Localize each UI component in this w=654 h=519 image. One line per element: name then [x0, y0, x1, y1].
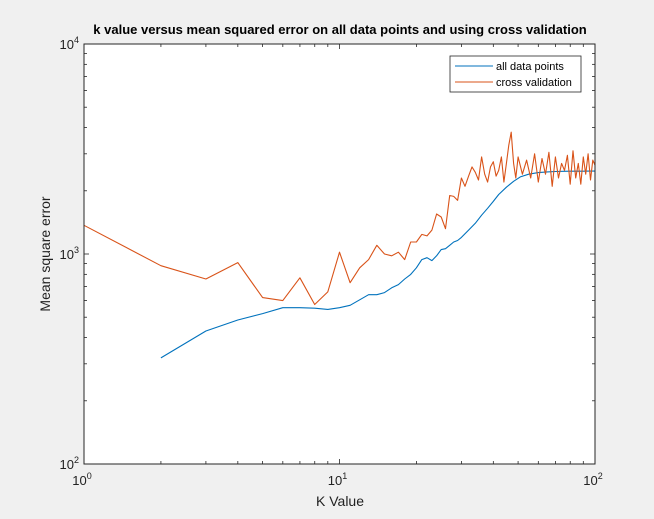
y-tick-label: 104 — [60, 35, 79, 52]
axis-tick-labels: 100 101 102 102 103 104 — [60, 35, 603, 488]
axes-box — [83, 43, 596, 465]
x-tick-label: 101 — [328, 471, 347, 488]
legend-label-cross-validation: cross validation — [496, 77, 572, 89]
y-tick-label: 102 — [60, 455, 79, 472]
y-tick-label: 103 — [60, 245, 79, 262]
legend-label-all-data-points: all data points — [496, 61, 564, 73]
legend-box — [449, 55, 582, 93]
series-layer — [83, 131, 596, 359]
x-tick-label: 102 — [583, 471, 602, 488]
chart-title: k value versus mean squared error on all… — [93, 22, 586, 37]
y-axis-label: Mean square error — [37, 196, 53, 312]
legend: all data points cross validation — [449, 55, 582, 93]
x-tick-label: 100 — [72, 471, 91, 488]
series-line-cross-validation — [83, 131, 596, 306]
x-axis-label: K Value — [316, 493, 364, 509]
